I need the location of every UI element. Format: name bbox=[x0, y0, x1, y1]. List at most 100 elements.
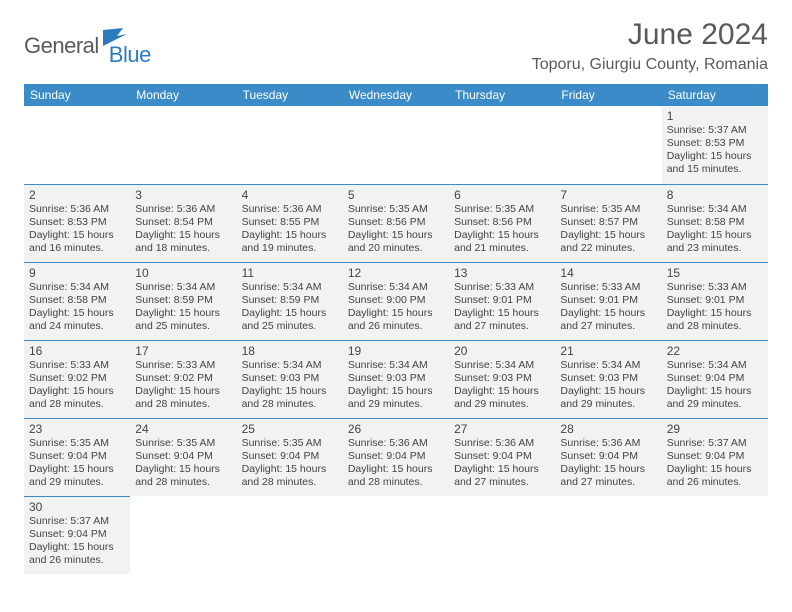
day-number: 26 bbox=[348, 422, 444, 436]
day-number: 1 bbox=[667, 109, 763, 123]
logo-text-blue: Blue bbox=[109, 42, 151, 68]
calendar-cell-empty bbox=[555, 496, 661, 574]
day-info: Sunrise: 5:36 AMSunset: 8:54 PMDaylight:… bbox=[135, 203, 231, 256]
calendar-cell: 13Sunrise: 5:33 AMSunset: 9:01 PMDayligh… bbox=[449, 262, 555, 340]
day-number: 30 bbox=[29, 500, 125, 514]
day-info: Sunrise: 5:36 AMSunset: 9:04 PMDaylight:… bbox=[454, 437, 550, 490]
day-number: 29 bbox=[667, 422, 763, 436]
calendar-cell: 11Sunrise: 5:34 AMSunset: 8:59 PMDayligh… bbox=[237, 262, 343, 340]
calendar-cell-empty bbox=[343, 106, 449, 184]
day-number: 8 bbox=[667, 188, 763, 202]
calendar-cell: 24Sunrise: 5:35 AMSunset: 9:04 PMDayligh… bbox=[130, 418, 236, 496]
weekday-header: Thursday bbox=[449, 84, 555, 106]
day-number: 22 bbox=[667, 344, 763, 358]
month-title: June 2024 bbox=[532, 18, 768, 52]
day-number: 28 bbox=[560, 422, 656, 436]
calendar-cell: 18Sunrise: 5:34 AMSunset: 9:03 PMDayligh… bbox=[237, 340, 343, 418]
calendar-cell: 28Sunrise: 5:36 AMSunset: 9:04 PMDayligh… bbox=[555, 418, 661, 496]
day-number: 27 bbox=[454, 422, 550, 436]
day-info: Sunrise: 5:34 AMSunset: 8:59 PMDaylight:… bbox=[135, 281, 231, 334]
day-info: Sunrise: 5:34 AMSunset: 9:03 PMDaylight:… bbox=[242, 359, 338, 412]
weekday-header-row: SundayMondayTuesdayWednesdayThursdayFrid… bbox=[24, 84, 768, 106]
calendar-row: 16Sunrise: 5:33 AMSunset: 9:02 PMDayligh… bbox=[24, 340, 768, 418]
calendar-cell: 14Sunrise: 5:33 AMSunset: 9:01 PMDayligh… bbox=[555, 262, 661, 340]
day-number: 21 bbox=[560, 344, 656, 358]
calendar-cell: 10Sunrise: 5:34 AMSunset: 8:59 PMDayligh… bbox=[130, 262, 236, 340]
calendar-row: 30Sunrise: 5:37 AMSunset: 9:04 PMDayligh… bbox=[24, 496, 768, 574]
day-number: 18 bbox=[242, 344, 338, 358]
day-number: 16 bbox=[29, 344, 125, 358]
day-number: 20 bbox=[454, 344, 550, 358]
day-info: Sunrise: 5:34 AMSunset: 8:58 PMDaylight:… bbox=[667, 203, 763, 256]
calendar-body: 1Sunrise: 5:37 AMSunset: 8:53 PMDaylight… bbox=[24, 106, 768, 574]
weekday-header: Wednesday bbox=[343, 84, 449, 106]
day-info: Sunrise: 5:33 AMSunset: 9:02 PMDaylight:… bbox=[135, 359, 231, 412]
calendar-cell: 30Sunrise: 5:37 AMSunset: 9:04 PMDayligh… bbox=[24, 496, 130, 574]
day-info: Sunrise: 5:34 AMSunset: 9:03 PMDaylight:… bbox=[454, 359, 550, 412]
day-number: 11 bbox=[242, 266, 338, 280]
calendar-cell: 3Sunrise: 5:36 AMSunset: 8:54 PMDaylight… bbox=[130, 184, 236, 262]
calendar-cell: 17Sunrise: 5:33 AMSunset: 9:02 PMDayligh… bbox=[130, 340, 236, 418]
calendar-cell-empty bbox=[449, 496, 555, 574]
day-info: Sunrise: 5:35 AMSunset: 9:04 PMDaylight:… bbox=[29, 437, 125, 490]
day-number: 25 bbox=[242, 422, 338, 436]
calendar-cell-empty bbox=[555, 106, 661, 184]
day-info: Sunrise: 5:33 AMSunset: 9:02 PMDaylight:… bbox=[29, 359, 125, 412]
day-info: Sunrise: 5:34 AMSunset: 9:00 PMDaylight:… bbox=[348, 281, 444, 334]
calendar-cell: 9Sunrise: 5:34 AMSunset: 8:58 PMDaylight… bbox=[24, 262, 130, 340]
day-number: 4 bbox=[242, 188, 338, 202]
day-info: Sunrise: 5:35 AMSunset: 9:04 PMDaylight:… bbox=[135, 437, 231, 490]
calendar-cell: 1Sunrise: 5:37 AMSunset: 8:53 PMDaylight… bbox=[662, 106, 768, 184]
calendar-cell: 19Sunrise: 5:34 AMSunset: 9:03 PMDayligh… bbox=[343, 340, 449, 418]
day-info: Sunrise: 5:34 AMSunset: 9:03 PMDaylight:… bbox=[560, 359, 656, 412]
calendar-cell: 27Sunrise: 5:36 AMSunset: 9:04 PMDayligh… bbox=[449, 418, 555, 496]
calendar-cell: 6Sunrise: 5:35 AMSunset: 8:56 PMDaylight… bbox=[449, 184, 555, 262]
weekday-header: Tuesday bbox=[237, 84, 343, 106]
day-info: Sunrise: 5:36 AMSunset: 8:53 PMDaylight:… bbox=[29, 203, 125, 256]
calendar-cell: 20Sunrise: 5:34 AMSunset: 9:03 PMDayligh… bbox=[449, 340, 555, 418]
calendar-cell: 7Sunrise: 5:35 AMSunset: 8:57 PMDaylight… bbox=[555, 184, 661, 262]
calendar-cell-empty bbox=[130, 496, 236, 574]
title-block: June 2024 Toporu, Giurgiu County, Romani… bbox=[532, 18, 768, 74]
day-info: Sunrise: 5:35 AMSunset: 8:56 PMDaylight:… bbox=[454, 203, 550, 256]
location: Toporu, Giurgiu County, Romania bbox=[532, 56, 768, 74]
day-number: 13 bbox=[454, 266, 550, 280]
weekday-header: Friday bbox=[555, 84, 661, 106]
header: General Blue June 2024 Toporu, Giurgiu C… bbox=[24, 18, 768, 74]
day-info: Sunrise: 5:35 AMSunset: 8:56 PMDaylight:… bbox=[348, 203, 444, 256]
day-number: 2 bbox=[29, 188, 125, 202]
day-number: 23 bbox=[29, 422, 125, 436]
calendar-table: SundayMondayTuesdayWednesdayThursdayFrid… bbox=[24, 84, 768, 574]
calendar-cell: 22Sunrise: 5:34 AMSunset: 9:04 PMDayligh… bbox=[662, 340, 768, 418]
day-number: 15 bbox=[667, 266, 763, 280]
calendar-cell: 5Sunrise: 5:35 AMSunset: 8:56 PMDaylight… bbox=[343, 184, 449, 262]
calendar-cell: 15Sunrise: 5:33 AMSunset: 9:01 PMDayligh… bbox=[662, 262, 768, 340]
day-number: 5 bbox=[348, 188, 444, 202]
weekday-header: Sunday bbox=[24, 84, 130, 106]
day-info: Sunrise: 5:36 AMSunset: 8:55 PMDaylight:… bbox=[242, 203, 338, 256]
day-info: Sunrise: 5:34 AMSunset: 8:59 PMDaylight:… bbox=[242, 281, 338, 334]
calendar-cell-empty bbox=[237, 496, 343, 574]
day-number: 9 bbox=[29, 266, 125, 280]
day-info: Sunrise: 5:33 AMSunset: 9:01 PMDaylight:… bbox=[667, 281, 763, 334]
day-info: Sunrise: 5:34 AMSunset: 8:58 PMDaylight:… bbox=[29, 281, 125, 334]
day-info: Sunrise: 5:35 AMSunset: 9:04 PMDaylight:… bbox=[242, 437, 338, 490]
calendar-cell: 12Sunrise: 5:34 AMSunset: 9:00 PMDayligh… bbox=[343, 262, 449, 340]
calendar-row: 2Sunrise: 5:36 AMSunset: 8:53 PMDaylight… bbox=[24, 184, 768, 262]
calendar-cell-empty bbox=[662, 496, 768, 574]
logo: General Blue bbox=[24, 24, 151, 68]
day-number: 6 bbox=[454, 188, 550, 202]
day-number: 19 bbox=[348, 344, 444, 358]
day-info: Sunrise: 5:33 AMSunset: 9:01 PMDaylight:… bbox=[454, 281, 550, 334]
day-info: Sunrise: 5:36 AMSunset: 9:04 PMDaylight:… bbox=[348, 437, 444, 490]
calendar-cell: 4Sunrise: 5:36 AMSunset: 8:55 PMDaylight… bbox=[237, 184, 343, 262]
calendar-row: 1Sunrise: 5:37 AMSunset: 8:53 PMDaylight… bbox=[24, 106, 768, 184]
day-number: 24 bbox=[135, 422, 231, 436]
day-info: Sunrise: 5:34 AMSunset: 9:04 PMDaylight:… bbox=[667, 359, 763, 412]
calendar-cell: 8Sunrise: 5:34 AMSunset: 8:58 PMDaylight… bbox=[662, 184, 768, 262]
calendar-cell-empty bbox=[24, 106, 130, 184]
day-info: Sunrise: 5:35 AMSunset: 8:57 PMDaylight:… bbox=[560, 203, 656, 256]
day-info: Sunrise: 5:37 AMSunset: 9:04 PMDaylight:… bbox=[667, 437, 763, 490]
day-number: 17 bbox=[135, 344, 231, 358]
calendar-cell: 23Sunrise: 5:35 AMSunset: 9:04 PMDayligh… bbox=[24, 418, 130, 496]
